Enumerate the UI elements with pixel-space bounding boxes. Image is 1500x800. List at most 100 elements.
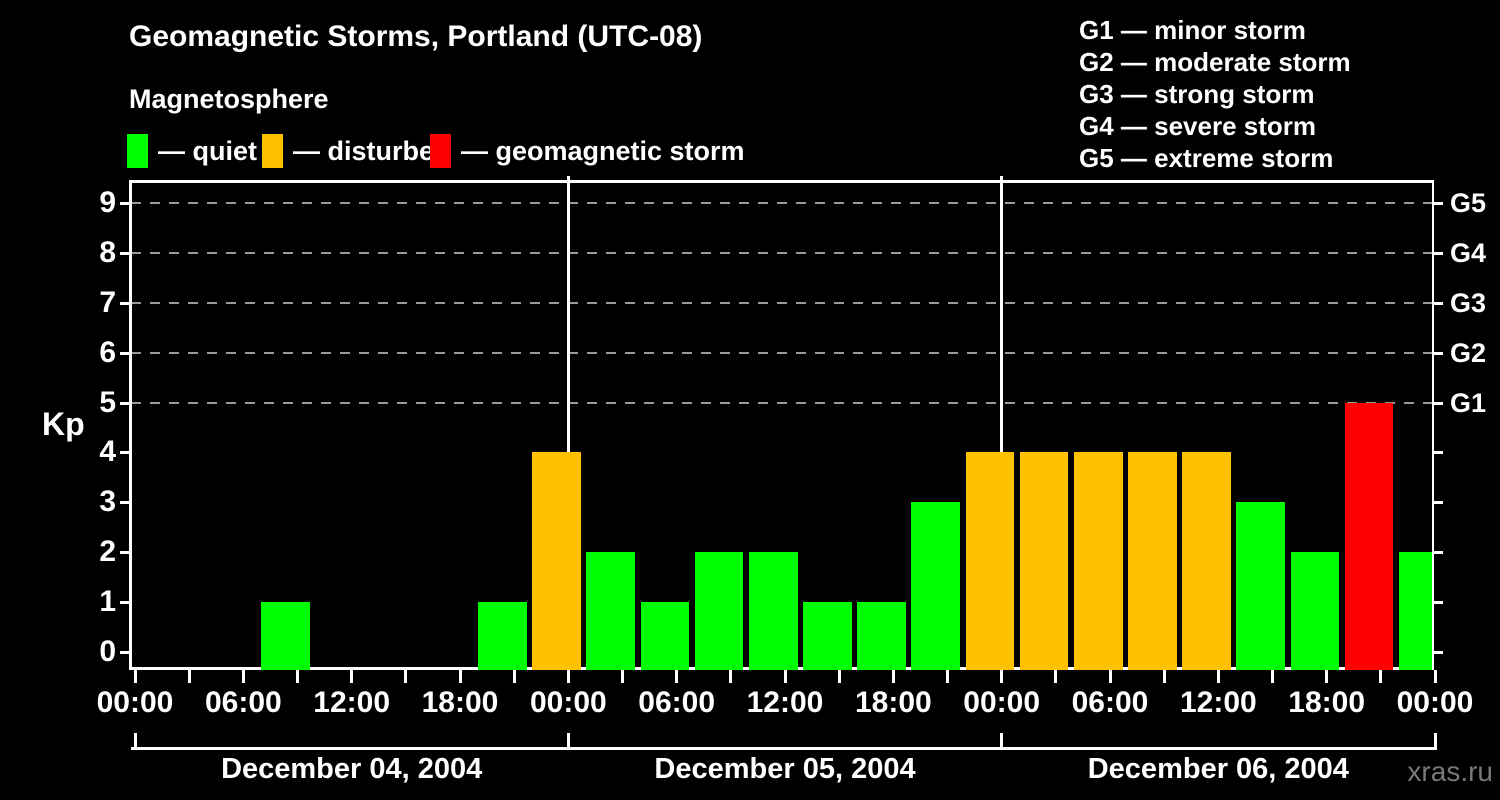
x-tick-label: 18:00 [421, 686, 499, 719]
x-tick-label: 06:00 [638, 686, 716, 719]
date-bracket-line [131, 747, 1435, 750]
gridline-kp8 [131, 251, 1432, 254]
g-scale-legend: G1 — minor storm G2 — moderate storm G3 — … [1079, 14, 1351, 174]
y-tick-label: 6 [99, 335, 116, 369]
x-axis-tick [621, 670, 624, 683]
x-axis-tick [566, 670, 570, 683]
x-axis-tick [837, 670, 841, 683]
x-tick-label: 18:00 [854, 686, 932, 719]
x-axis-tick [675, 670, 679, 683]
g-level-label: G2 [1450, 337, 1487, 368]
legend-label: — disturbed [293, 135, 451, 166]
y-tick-label: 0 [99, 635, 116, 668]
g-legend-row: G3 — strong storm [1079, 79, 1315, 109]
date-label: December 04, 2004 [221, 753, 483, 785]
kp-bar [1182, 452, 1231, 670]
g-level-label: G5 [1450, 187, 1487, 218]
gridline-kp5 [131, 401, 1432, 404]
day-separator [1000, 176, 1004, 670]
legend-label: — quiet [158, 135, 257, 166]
kp-bar [857, 602, 906, 670]
g-legend-row: G4 — severe storm [1079, 111, 1317, 141]
x-axis-tick [241, 670, 245, 683]
y-tick-label: 3 [99, 485, 116, 519]
kp-bar [586, 552, 636, 670]
gridline-kp6 [131, 351, 1432, 354]
x-axis-tick [1379, 670, 1383, 683]
y-axis-tick [1432, 351, 1443, 355]
legend-label: — geomagnetic storm [461, 135, 745, 166]
date-bracket-stub [566, 733, 570, 750]
x-axis-tick [1054, 670, 1058, 683]
x-axis-tick [1433, 670, 1437, 683]
page-title: Geomagnetic Storms, Portland (UTC-08) [129, 20, 703, 53]
gridline-kp7 [131, 301, 1432, 304]
day-separator [566, 176, 570, 670]
x-tick-label: 00:00 [529, 686, 607, 719]
x-axis-tick [1216, 670, 1220, 683]
kp-bar [694, 552, 744, 670]
x-axis-tick [729, 670, 733, 683]
plot-border-right [1432, 180, 1434, 670]
y-axis-tick [1432, 401, 1443, 405]
y-tick-label: 9 [99, 185, 116, 219]
kp-bar [261, 602, 311, 670]
x-axis-tick [1271, 670, 1274, 683]
legend-item-storm: — geomagnetic storm [430, 134, 745, 168]
y-axis-tick [120, 251, 131, 255]
y-axis-tick [1432, 251, 1443, 255]
x-tick-label: 18:00 [1288, 686, 1366, 719]
legend-item-quiet: — quiet [127, 134, 257, 168]
kp-bar [1019, 452, 1069, 670]
x-axis-tick [512, 670, 516, 683]
x-tick-label: 00:00 [96, 686, 174, 719]
y-axis-tick [1432, 551, 1443, 555]
y-axis-tick [120, 501, 131, 505]
date-bracket-stub [1433, 733, 1437, 750]
y-axis-tick [120, 551, 131, 555]
date-label: December 05, 2004 [654, 753, 916, 785]
kp-bar [1344, 402, 1394, 670]
x-axis-tick [404, 670, 408, 683]
x-tick-label: 06:00 [204, 686, 282, 719]
x-axis-tick [946, 670, 949, 683]
x-axis-tick [187, 670, 191, 683]
watermark: xras.ru [1407, 756, 1493, 787]
kp-bar [1398, 552, 1432, 670]
y-tick-label: 8 [99, 235, 116, 269]
y-axis-tick [120, 601, 131, 605]
y-axis-tick [120, 651, 131, 654]
y-axis-tick [1432, 501, 1443, 505]
date-bracket-stub [133, 733, 137, 750]
y-tick-label: 2 [99, 535, 116, 569]
g-legend-row: G2 — moderate storm [1079, 47, 1351, 77]
plot-border-left [129, 180, 132, 670]
x-axis-tick [350, 670, 354, 683]
x-tick-label: 00:00 [963, 686, 1041, 719]
plot-border-top [129, 180, 1434, 183]
kp-bar [1073, 452, 1123, 670]
y-axis-tick [1432, 301, 1443, 305]
x-tick-label: 12:00 [746, 686, 824, 719]
y-axis-tick [120, 201, 131, 205]
y-tick-label: 4 [99, 435, 116, 469]
y-axis-tick [120, 401, 131, 405]
g-level-label: G4 [1450, 237, 1487, 268]
y-tick-label: 7 [99, 285, 116, 319]
bars-layer [131, 180, 1432, 670]
y-tick-label: 1 [99, 585, 116, 619]
x-axis-tick [1000, 670, 1004, 683]
x-tick-label: 00:00 [1396, 686, 1474, 719]
x-axis-tick [1108, 670, 1112, 683]
y-axis-title: Kp [42, 406, 85, 442]
x-axis-tick [1162, 670, 1166, 683]
g-level-label: G1 [1450, 387, 1487, 418]
x-axis-tick [1325, 670, 1329, 683]
x-axis-tick [458, 670, 462, 683]
x-tick-label: 12:00 [313, 686, 391, 719]
y-axis-tick [120, 351, 131, 355]
x-axis-tick [296, 670, 299, 683]
kp-bar [965, 452, 1015, 670]
y-axis-tick [1432, 651, 1443, 654]
